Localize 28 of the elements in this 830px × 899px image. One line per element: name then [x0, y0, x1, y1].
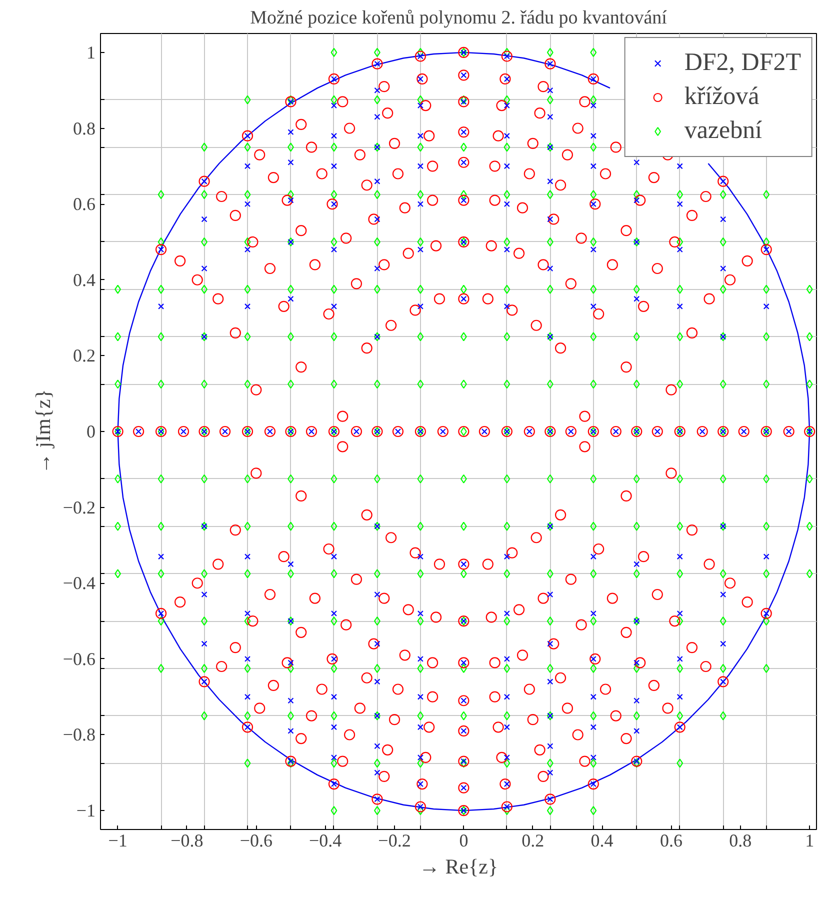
- x-axis-title: → Re{z}: [418, 854, 498, 878]
- legend-label: DF2, DF2T: [684, 48, 801, 78]
- y-tick-label: −0.8: [62, 724, 96, 745]
- y-axis-title: → jIm{z}: [30, 389, 55, 474]
- chart-title: Možné pozice kořenů polynomu 2. řádu po kvantování: [250, 8, 668, 28]
- y-tick-label: −0.2: [62, 497, 96, 518]
- x-tick-label: 0.6: [660, 830, 682, 850]
- y-tick-label: 0: [86, 422, 96, 442]
- y-tick-label: 0.4: [73, 270, 96, 290]
- x-tick-label: 0.2: [522, 830, 544, 850]
- x-tick-label: 0: [459, 830, 468, 850]
- y-tick-label: 0.6: [73, 194, 96, 214]
- y-tick-label: 0.2: [73, 346, 96, 366]
- x-tick-label: −0.4: [309, 830, 342, 850]
- x-tick-label: −0.6: [240, 830, 272, 850]
- y-tick-label: 1: [86, 42, 96, 62]
- legend-label: křížová: [684, 82, 760, 112]
- y-tick-label: −0.6: [62, 648, 96, 669]
- x-tick-label: −0.2: [378, 830, 411, 850]
- y-tick-label: −0.4: [62, 573, 96, 594]
- y-tick-label: −1: [76, 800, 96, 821]
- x-tick-label: 1: [805, 830, 814, 850]
- x-tick-label: 0.4: [590, 830, 614, 850]
- x-tick-label: −0.8: [170, 830, 204, 850]
- legend-label: vazební: [684, 116, 762, 146]
- x-tick-label: 0.8: [729, 830, 752, 850]
- x-tick-label: −1: [108, 830, 128, 850]
- y-tick-label: 0.8: [73, 118, 96, 138]
